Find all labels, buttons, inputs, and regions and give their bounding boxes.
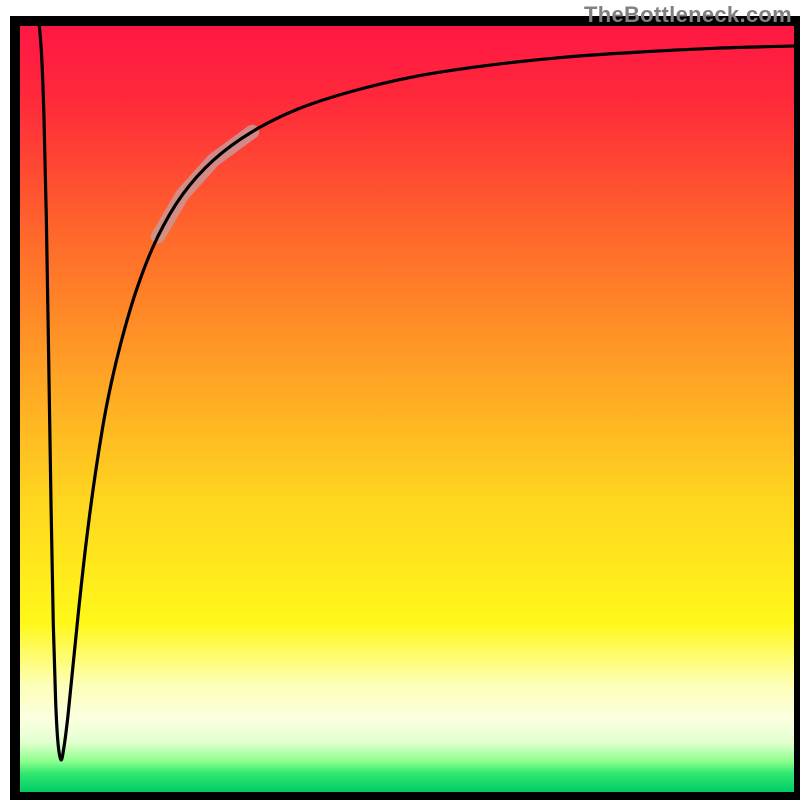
chart-background <box>20 26 794 792</box>
chart-svg <box>0 0 800 800</box>
watermark-text: TheBottleneck.com <box>584 2 792 28</box>
bottleneck-chart: TheBottleneck.com <box>0 0 800 800</box>
